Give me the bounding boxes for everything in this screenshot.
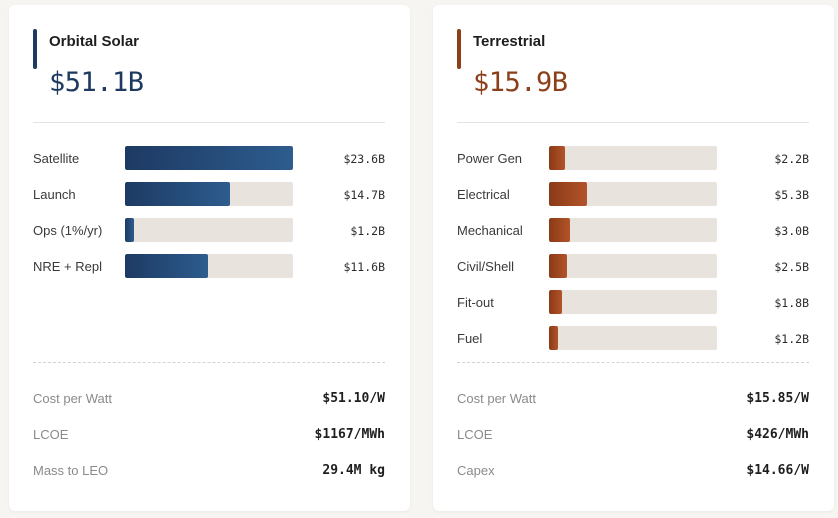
bar-value: $11.6B [343,260,385,274]
orbital-total: $51.1B [49,67,144,98]
bar-track [125,254,293,278]
metric-value: $51.10/W [322,391,385,406]
bar-value: $1.2B [350,224,385,238]
bar-fill [549,290,562,314]
metric-row: LCOE $426/MWh [457,422,809,458]
orbital-dashed-divider [33,362,385,363]
metric-row: Capex $14.66/W [457,458,809,494]
bar-row: Fuel $1.2B [457,326,809,362]
bar-track [125,146,293,170]
terrestrial-metrics: Cost per Watt $15.85/W LCOE $426/MWh Capex $1… [457,386,809,494]
orbital-divider [33,122,385,123]
bar-track [549,254,717,278]
bar-row: Launch $14.7B [33,182,385,218]
bar-track [549,218,717,242]
metric-label: Capex [457,463,495,478]
metric-value: 29.4M kg [322,463,385,478]
orbital-title: Orbital Solar [49,33,140,50]
terrestrial-divider [457,122,809,123]
metric-value: $15.85/W [746,391,809,406]
metric-row: Cost per Watt $15.85/W [457,386,809,422]
metric-label: Mass to LEO [33,463,109,478]
bar-label: Electrical [457,187,510,202]
bar-row: Electrical $5.3B [457,182,809,218]
bar-label: Mechanical [457,223,523,238]
bar-row: Fit-out $1.8B [457,290,809,326]
bar-label: Satellite [33,151,80,166]
bar-label: Ops (1%/yr) [33,223,103,238]
bar-label: Fit-out [457,295,494,310]
bar-track [549,326,717,350]
terrestrial-total: $15.9B [473,67,568,98]
metric-label: Cost per Watt [457,391,536,406]
metric-row: Cost per Watt $51.10/W [33,386,385,422]
bar-track [549,146,717,170]
bar-row: Mechanical $3.0B [457,218,809,254]
bar-row: Civil/Shell $2.5B [457,254,809,290]
orbital-accent-bar [33,29,37,69]
bar-row: Power Gen $2.2B [457,146,809,182]
bar-label: NRE + Repl [33,259,102,274]
bar-value: $5.3B [774,188,809,202]
orbital-metrics: Cost per Watt $51.10/W LCOE $1167/MWh Mass t… [33,386,385,494]
metric-label: Cost per Watt [33,391,112,406]
metric-label: LCOE [457,427,493,442]
bar-fill [549,326,558,350]
bar-fill [125,182,230,206]
bar-track [549,290,717,314]
bar-label: Fuel [457,331,483,346]
bar-label: Civil/Shell [457,259,515,274]
terrestrial-bar-chart: Power Gen $2.2B Electrical $5.3B Mechanical $… [457,146,809,362]
terrestrial-accent-bar [457,29,461,69]
bar-value: $1.8B [774,296,809,310]
bar-fill [125,218,134,242]
bar-value: $2.5B [774,260,809,274]
bar-value: $23.6B [343,152,385,166]
bar-track [549,182,717,206]
bar-track [125,218,293,242]
bar-value: $14.7B [343,188,385,202]
bar-track [125,182,293,206]
bar-row: Satellite $23.6B [33,146,385,182]
metric-row: LCOE $1167/MWh [33,422,385,458]
metric-row: Mass to LEO 29.4M kg [33,458,385,494]
orbital-bar-chart: Satellite $23.6B Launch $14.7B Ops (1%/yr) $1… [33,146,385,290]
terrestrial-card: Terrestrial $15.9B Power Gen $2.2B Electri… [433,5,834,511]
orbital-solar-card: Orbital Solar $51.1B Satellite $23.6B Laun… [9,5,410,511]
bar-fill [549,254,567,278]
bar-row: NRE + Repl $11.6B [33,254,385,290]
metric-value: $1167/MWh [314,427,385,442]
bar-fill [549,146,565,170]
metric-value: $14.66/W [746,463,809,478]
bar-value: $2.2B [774,152,809,166]
bar-row: Ops (1%/yr) $1.2B [33,218,385,254]
metric-label: LCOE [33,427,69,442]
bar-fill [549,218,571,242]
bar-label: Power Gen [457,151,523,166]
bar-fill [125,254,208,278]
terrestrial-dashed-divider [457,362,809,363]
bar-value: $3.0B [774,224,809,238]
bar-fill [549,182,587,206]
bar-value: $1.2B [774,332,809,346]
metric-value: $426/MWh [746,427,809,442]
terrestrial-title: Terrestrial [473,33,546,50]
bar-fill [125,146,293,170]
bar-label: Launch [33,187,76,202]
